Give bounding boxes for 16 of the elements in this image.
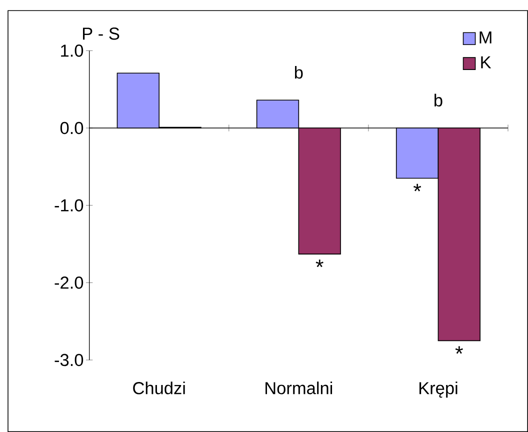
y-tick-label: 1.0 [61,44,84,57]
x-tick-label: Normalni [266,382,332,394]
y-tick-label: -1.0 [54,199,84,212]
x-tick-label: Chudzi [133,382,185,394]
annotation: b [294,66,303,79]
data-label: * [316,260,324,268]
data-label: * [413,184,422,192]
annotation: b [434,94,442,106]
legend-label: M [480,32,492,44]
y-axis-title: P - S [82,28,120,40]
x-tick-label: Krępi [419,382,458,398]
legend-label: K [481,56,492,68]
y-tick-label: -2.0 [54,276,84,289]
y-tick-label: -3.0 [54,354,84,366]
data-label: * [455,346,463,354]
y-tick-label: 0.0 [60,122,84,134]
